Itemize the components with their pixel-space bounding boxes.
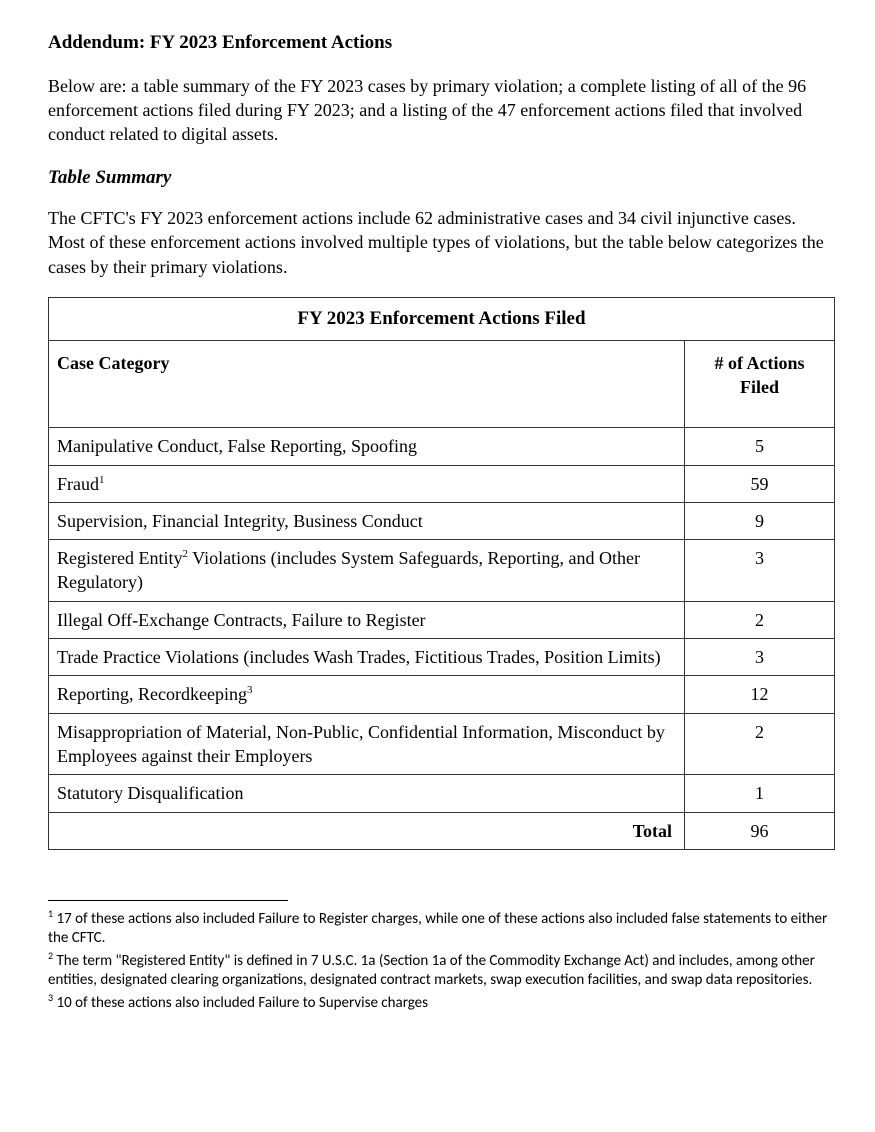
intro-paragraph: Below are: a table summary of the FY 202… xyxy=(48,74,835,147)
total-label: Total xyxy=(49,812,685,849)
count-cell: 9 xyxy=(685,502,835,539)
table-title-row: FY 2023 Enforcement Actions Filed xyxy=(49,298,835,341)
footnotes-block: 1 17 of these actions also included Fail… xyxy=(48,907,835,1014)
count-cell: 3 xyxy=(685,540,835,602)
table-row: Reporting, Recordkeeping3 12 xyxy=(49,676,835,713)
addendum-title: Addendum: FY 2023 Enforcement Actions xyxy=(48,30,835,56)
table-summary-heading: Table Summary xyxy=(48,165,835,191)
count-cell: 2 xyxy=(685,601,835,638)
category-cell: Registered Entity2 Violations (includes … xyxy=(49,540,685,602)
footnote-3: 3 10 of these actions also included Fail… xyxy=(48,991,835,1014)
table-row: Supervision, Financial Integrity, Busine… xyxy=(49,502,835,539)
table-row: Illegal Off-Exchange Contracts, Failure … xyxy=(49,601,835,638)
table-row: Misappropriation of Material, Non-Public… xyxy=(49,713,835,775)
category-cell: Manipulative Conduct, False Reporting, S… xyxy=(49,428,685,465)
category-cell: Statutory Disqualification xyxy=(49,775,685,812)
footnote-2: 2 The term "Registered Entity" is define… xyxy=(48,949,835,991)
footnote-1: 1 17 of these actions also included Fail… xyxy=(48,907,835,949)
column-header-count: # of Actions Filed xyxy=(685,340,835,428)
category-cell: Illegal Off-Exchange Contracts, Failure … xyxy=(49,601,685,638)
enforcement-actions-table: FY 2023 Enforcement Actions Filed Case C… xyxy=(48,297,835,850)
footnote-rule xyxy=(48,900,288,901)
category-cell: Supervision, Financial Integrity, Busine… xyxy=(49,502,685,539)
count-cell: 5 xyxy=(685,428,835,465)
table-total-row: Total 96 xyxy=(49,812,835,849)
table-row: Registered Entity2 Violations (includes … xyxy=(49,540,835,602)
count-cell: 12 xyxy=(685,676,835,713)
summary-paragraph: The CFTC's FY 2023 enforcement actions i… xyxy=(48,206,835,279)
count-cell: 3 xyxy=(685,639,835,676)
category-cell: Trade Practice Violations (includes Wash… xyxy=(49,639,685,676)
category-cell: Misappropriation of Material, Non-Public… xyxy=(49,713,685,775)
count-cell: 2 xyxy=(685,713,835,775)
total-value: 96 xyxy=(685,812,835,849)
column-header-category: Case Category xyxy=(49,340,685,428)
table-header-row: Case Category # of Actions Filed xyxy=(49,340,835,428)
table-row: Statutory Disqualification 1 xyxy=(49,775,835,812)
category-cell: Fraud1 xyxy=(49,465,685,502)
table-row: Fraud1 59 xyxy=(49,465,835,502)
table-row: Trade Practice Violations (includes Wash… xyxy=(49,639,835,676)
table-row: Manipulative Conduct, False Reporting, S… xyxy=(49,428,835,465)
count-cell: 1 xyxy=(685,775,835,812)
count-cell: 59 xyxy=(685,465,835,502)
table-title: FY 2023 Enforcement Actions Filed xyxy=(49,298,835,341)
category-cell: Reporting, Recordkeeping3 xyxy=(49,676,685,713)
